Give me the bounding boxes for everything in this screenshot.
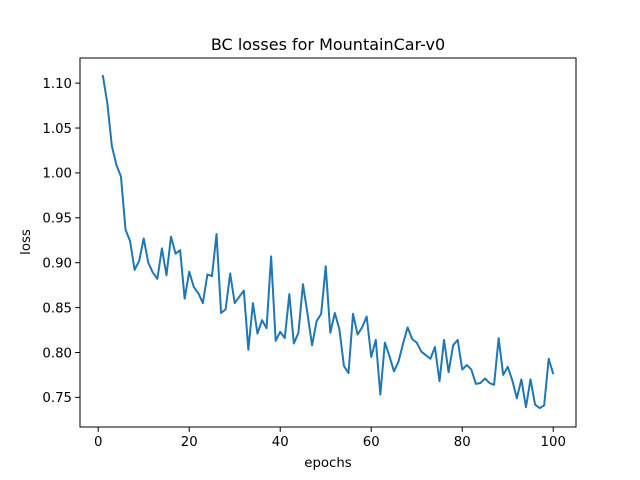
plot-frame <box>79 57 577 428</box>
x-axis-ticks: 0 20 40 60 80 100 <box>94 427 566 450</box>
y-tick-label: 1.10 <box>42 77 72 92</box>
y-tick-label: 0.90 <box>42 257 72 272</box>
y-tick-label: 1.05 <box>42 122 72 137</box>
x-tick-label: 0 <box>94 435 102 450</box>
y-tick-label: 0.75 <box>42 391 72 406</box>
x-tick-label: 80 <box>454 435 471 450</box>
x-tick-label: 40 <box>272 435 289 450</box>
x-tick-label: 60 <box>363 435 380 450</box>
y-tick-label: 0.80 <box>42 346 72 361</box>
series-line-0 <box>101 74 555 410</box>
y-axis-label: loss <box>19 229 34 255</box>
x-tick-label: 100 <box>541 435 566 450</box>
y-tick-label: 1.00 <box>42 167 72 182</box>
y-tick-label: 0.95 <box>42 212 72 227</box>
x-tick-label: 20 <box>181 435 198 450</box>
y-tick-label: 0.85 <box>42 301 72 316</box>
y-axis-ticks: 0.75 0.80 0.85 0.90 0.95 1.00 1.05 1.10 <box>42 77 80 406</box>
x-axis-label: epochs <box>304 456 351 471</box>
chart-title: BC losses for MountainCar-v0 <box>211 35 445 54</box>
plot-area <box>101 74 555 410</box>
